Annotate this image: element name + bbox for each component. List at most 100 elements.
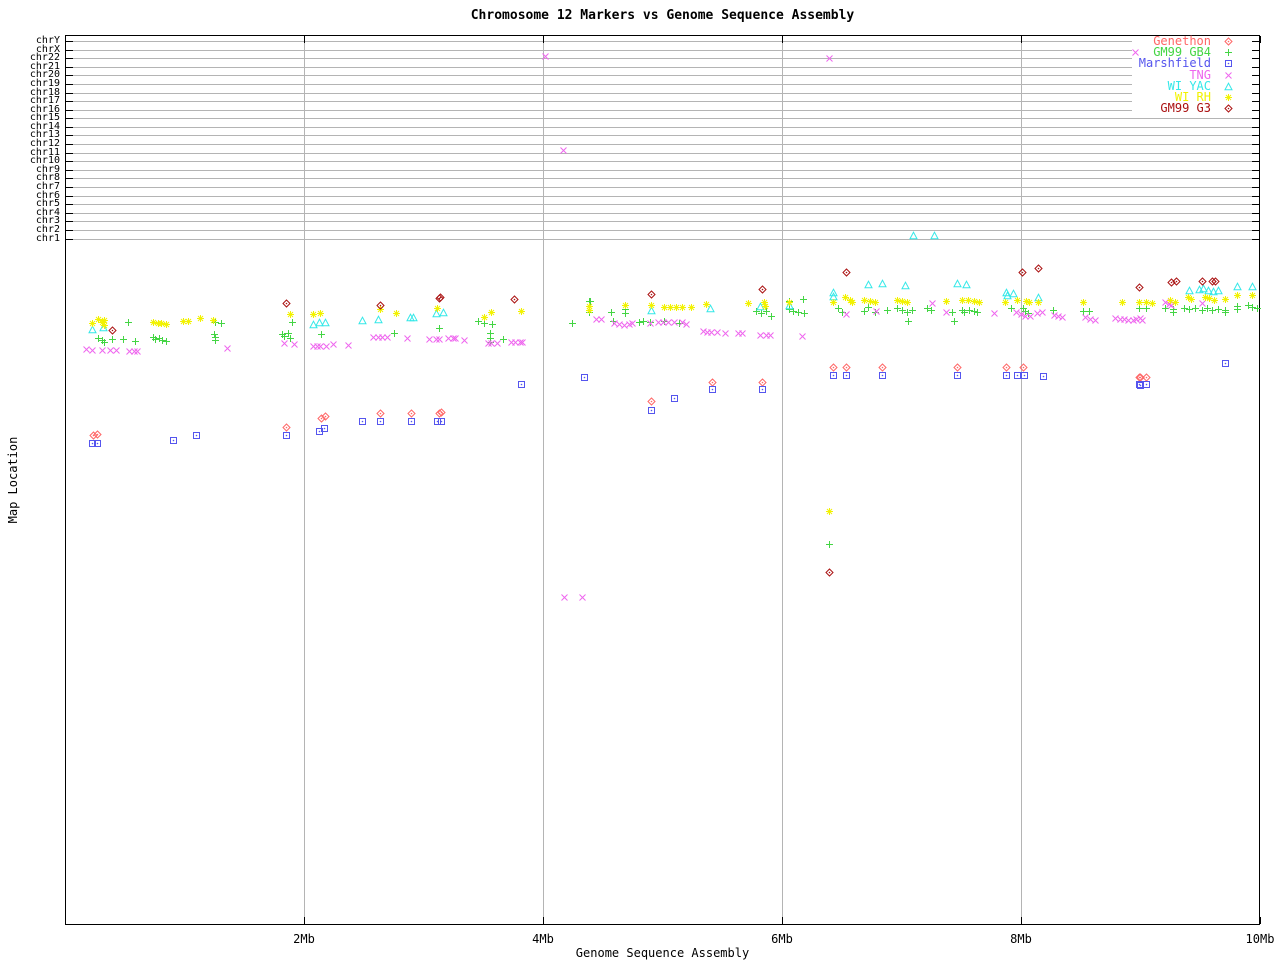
marker-gm99-gb4 [280, 332, 289, 341]
marker-wi-yac [878, 278, 887, 288]
marker-gm99-g3 [1167, 277, 1176, 287]
marker-tng [374, 333, 383, 342]
y-tick-right [1252, 169, 1259, 171]
legend-marker-marshfield-icon [1224, 59, 1233, 68]
marker-gm99-gb4 [211, 336, 220, 345]
x-gridline-6Mb [782, 36, 783, 924]
marker-tng [678, 318, 687, 327]
marker-wi-rh [179, 317, 188, 326]
marker-tng [1012, 308, 1021, 317]
marker-tng [435, 335, 444, 344]
marker-marshfield [517, 380, 526, 389]
marker-wi-yac [1213, 285, 1223, 295]
marker-wi-rh [585, 302, 594, 311]
marker-tng [432, 335, 441, 344]
marker-gm99-gb4 [609, 317, 618, 326]
marker-wi-rh [209, 316, 218, 325]
y-tick-right [1252, 152, 1259, 154]
marker-marshfield [93, 439, 102, 448]
chromosome-row-line [66, 195, 1259, 197]
marker-wi-rh [1184, 293, 1193, 302]
y-tick-right [1252, 178, 1259, 180]
marker-tng [798, 332, 807, 341]
y-tick-left [66, 49, 73, 51]
marker-wi-rh [1148, 299, 1157, 308]
marker-gm99-gb4 [960, 308, 969, 317]
x-gridline-2Mb [304, 36, 305, 924]
marker-tng [825, 54, 834, 63]
marker-wi-yac [439, 307, 449, 317]
marker-marshfield [169, 436, 178, 445]
x-tick-bottom [543, 917, 544, 924]
x-tick-top [543, 36, 544, 43]
marker-wi-yac [829, 287, 838, 297]
y-tick-right [1252, 186, 1259, 188]
marker-tng [628, 319, 637, 328]
marker-gm99-gb4 [621, 309, 630, 318]
marker-genethon [317, 413, 327, 423]
marker-gm99-gb4 [864, 303, 873, 312]
legend-label-genethon: Genethon [1153, 34, 1211, 48]
y-tick-left [66, 75, 73, 77]
marker-gm99-gb4 [639, 317, 648, 326]
marker-marshfield [1020, 371, 1029, 380]
marker-wi-rh [433, 304, 442, 313]
marker-wi-rh [942, 297, 951, 306]
marker-marshfield [758, 385, 767, 394]
legend-row-gm99-g3: GM99 G3 [1132, 102, 1253, 114]
legend-label-wi-rh: WI RH [1174, 90, 1211, 104]
marker-wi-rh [964, 296, 973, 305]
marker-wi-rh [1187, 295, 1196, 304]
marker-wi-rh [829, 298, 838, 307]
marker-gm99-g3 [1017, 267, 1027, 277]
marker-wi-yac [409, 312, 419, 322]
y-tick-right [1252, 83, 1259, 85]
marker-wi-yac [900, 280, 910, 290]
legend-row-gm99-gb4: GM99 GB4 [1132, 46, 1253, 58]
marker-gm99-gb4 [158, 336, 167, 345]
marker-tng [493, 339, 502, 348]
marker-wi-rh [958, 296, 967, 305]
marker-wi-rh [100, 316, 109, 325]
marker-wi-rh [687, 303, 696, 312]
marker-wi-yac [432, 308, 441, 318]
marker-gm99-gb4 [1191, 304, 1200, 313]
y-tick-label-chr8: chr8 [35, 172, 60, 184]
y-tick-left [66, 118, 73, 120]
marker-tng [511, 338, 520, 347]
marker-marshfield [320, 424, 329, 433]
marker-wi-rh [1171, 298, 1180, 307]
marker-marshfield [829, 371, 838, 380]
y-tick-right [1252, 49, 1259, 51]
y-tick-label-chr18: chr18 [29, 86, 60, 98]
marker-tng [329, 340, 338, 349]
marker-gm99-gb4 [100, 338, 109, 347]
marker-tng [1058, 313, 1067, 322]
x-gridline-8Mb [1021, 36, 1022, 924]
y-tick-label-chrY: chrY [35, 35, 60, 46]
marker-marshfield [708, 385, 717, 394]
marker-wi-rh [970, 297, 979, 306]
y-tick-label-chr14: chr14 [29, 120, 60, 132]
marker-marshfield [580, 373, 589, 382]
y-tick-right [1252, 58, 1259, 60]
y-tick-left [66, 109, 73, 111]
marker-wi-rh [487, 308, 496, 317]
marker-gm99-gb4 [499, 335, 508, 344]
marker-tng [444, 334, 453, 343]
marker-gm99-gb4 [1244, 301, 1253, 310]
marker-tng [518, 338, 527, 347]
y-tick-label-chr4: chr4 [35, 206, 60, 218]
marker-genethon [407, 408, 416, 418]
y-tick-left [66, 204, 73, 206]
legend-marker-wi-yac-icon [1224, 81, 1233, 91]
marker-gm99-gb4 [883, 306, 892, 315]
marker-gm99-gb4 [119, 335, 128, 344]
y-tick-label-chr16: chr16 [29, 103, 60, 115]
marker-wi-rh [660, 303, 669, 312]
marker-gm99-gb4 [586, 297, 595, 306]
marker-tng [654, 318, 663, 327]
marker-tng [1081, 313, 1090, 322]
marker-gm99-g3 [647, 289, 656, 299]
legend-row-wi-rh: WI RH [1132, 90, 1253, 104]
